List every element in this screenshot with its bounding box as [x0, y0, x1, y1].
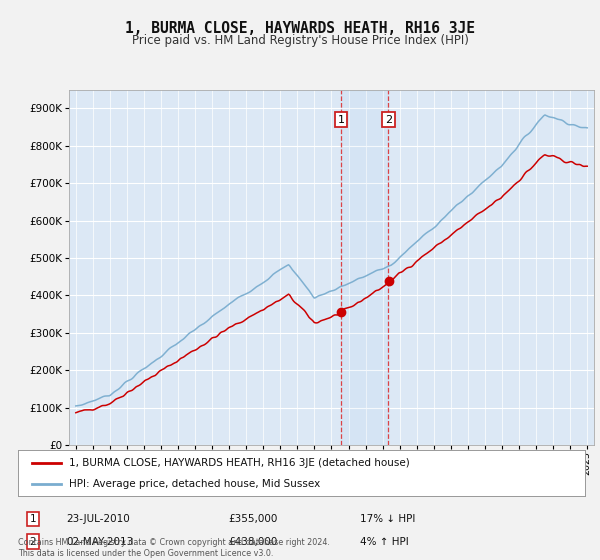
Text: 4% ↑ HPI: 4% ↑ HPI: [360, 536, 409, 547]
Text: HPI: Average price, detached house, Mid Sussex: HPI: Average price, detached house, Mid …: [69, 479, 320, 489]
Text: 1: 1: [337, 115, 344, 124]
Text: 02-MAY-2013: 02-MAY-2013: [66, 536, 133, 547]
Text: 17% ↓ HPI: 17% ↓ HPI: [360, 514, 415, 524]
Text: 2: 2: [29, 536, 37, 547]
Text: 1: 1: [29, 514, 37, 524]
Text: 1, BURMA CLOSE, HAYWARDS HEATH, RH16 3JE (detached house): 1, BURMA CLOSE, HAYWARDS HEATH, RH16 3JE…: [69, 458, 410, 468]
Text: Price paid vs. HM Land Registry's House Price Index (HPI): Price paid vs. HM Land Registry's House …: [131, 34, 469, 46]
Text: £355,000: £355,000: [228, 514, 277, 524]
Text: £438,000: £438,000: [228, 536, 277, 547]
Bar: [341, 90, 388, 445]
Text: Contains HM Land Registry data © Crown copyright and database right 2024.
This d: Contains HM Land Registry data © Crown c…: [18, 538, 330, 558]
Text: 2: 2: [385, 115, 392, 124]
Text: 1, BURMA CLOSE, HAYWARDS HEATH, RH16 3JE: 1, BURMA CLOSE, HAYWARDS HEATH, RH16 3JE: [125, 21, 475, 36]
Text: 23-JUL-2010: 23-JUL-2010: [66, 514, 130, 524]
